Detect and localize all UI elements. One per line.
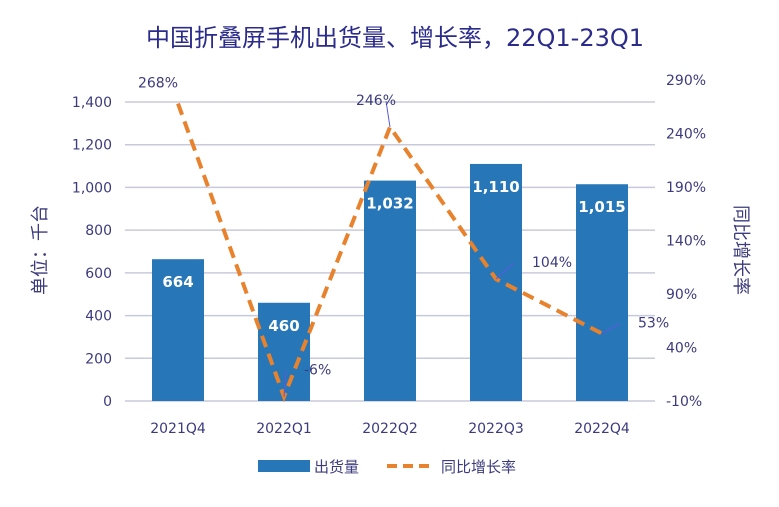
y2-tick-label: 90% [666,287,697,303]
legend: 出货量 同比增长率 [258,458,516,476]
bar [258,302,310,401]
bar-value-label: 1,110 [472,178,519,196]
leader-line [495,262,515,280]
bar-value-label: 460 [268,317,299,335]
bar [364,180,416,401]
x-axis-ticks: 2021Q4 2022Q1 2022Q2 2022Q3 2022Q4 [150,421,630,437]
legend-line-label: 同比增长率 [441,458,516,476]
y-tick-label: 200 [85,351,112,367]
y-tick-label: 400 [85,309,112,325]
legend-bar-swatch [258,460,310,472]
bars: 664 460 1,032 1,110 1,015 [152,163,628,401]
y2-tick-label: 290% [666,73,706,89]
x-tick-label: 2021Q4 [150,421,206,437]
line-value-label: 53% [638,316,669,332]
growth-line: 268% -6% 246% 104% 53% [138,76,669,403]
line-value-label: 104% [532,255,572,271]
y2-tick-label: -10% [666,394,702,410]
bar [576,184,628,401]
bar-value-label: 1,032 [366,195,413,213]
line-value-label: -6% [304,363,331,379]
bar [470,163,522,401]
y2-tick-label: 40% [666,341,697,357]
leader-line [385,101,391,128]
growth-line-path [176,102,603,403]
leader-line [601,323,621,335]
bar-value-label: 1,015 [578,198,625,216]
chart-title: 中国折叠屏手机出货量、增长率，22Q1-23Q1 [146,24,644,52]
x-tick-label: 2022Q3 [468,421,524,437]
y2-axis-label: 同比增长率 [730,205,751,295]
x-tick-label: 2022Q4 [574,421,630,437]
line-value-label: 268% [138,76,178,92]
y-axis-label: 单位：千台 [30,205,51,295]
line-value-label: 246% [356,93,396,109]
bar-value-label: 664 [162,273,193,291]
y2-tick-label: 240% [666,127,706,143]
leader-line [283,370,287,397]
y-tick-label: 1,000 [72,180,112,196]
y2-tick-label: 190% [666,180,706,196]
y-tick-label: 600 [85,266,112,282]
x-tick-label: 2022Q1 [256,421,312,437]
y2-tick-label: 140% [666,234,706,250]
legend-bar-label: 出货量 [314,458,359,476]
y-tick-label: 800 [85,223,112,239]
x-tick-label: 2022Q2 [362,421,418,437]
y-tick-label: 1,200 [72,138,112,154]
y-tick-label: 1,400 [72,95,112,111]
right-axis-ticks: -10% 40% 90% 140% 190% 240% 290% [666,73,706,410]
left-axis-ticks: 0 200 400 600 800 1,000 1,200 1,400 [72,95,112,410]
y-tick-label: 0 [103,394,112,410]
bar [152,259,204,401]
